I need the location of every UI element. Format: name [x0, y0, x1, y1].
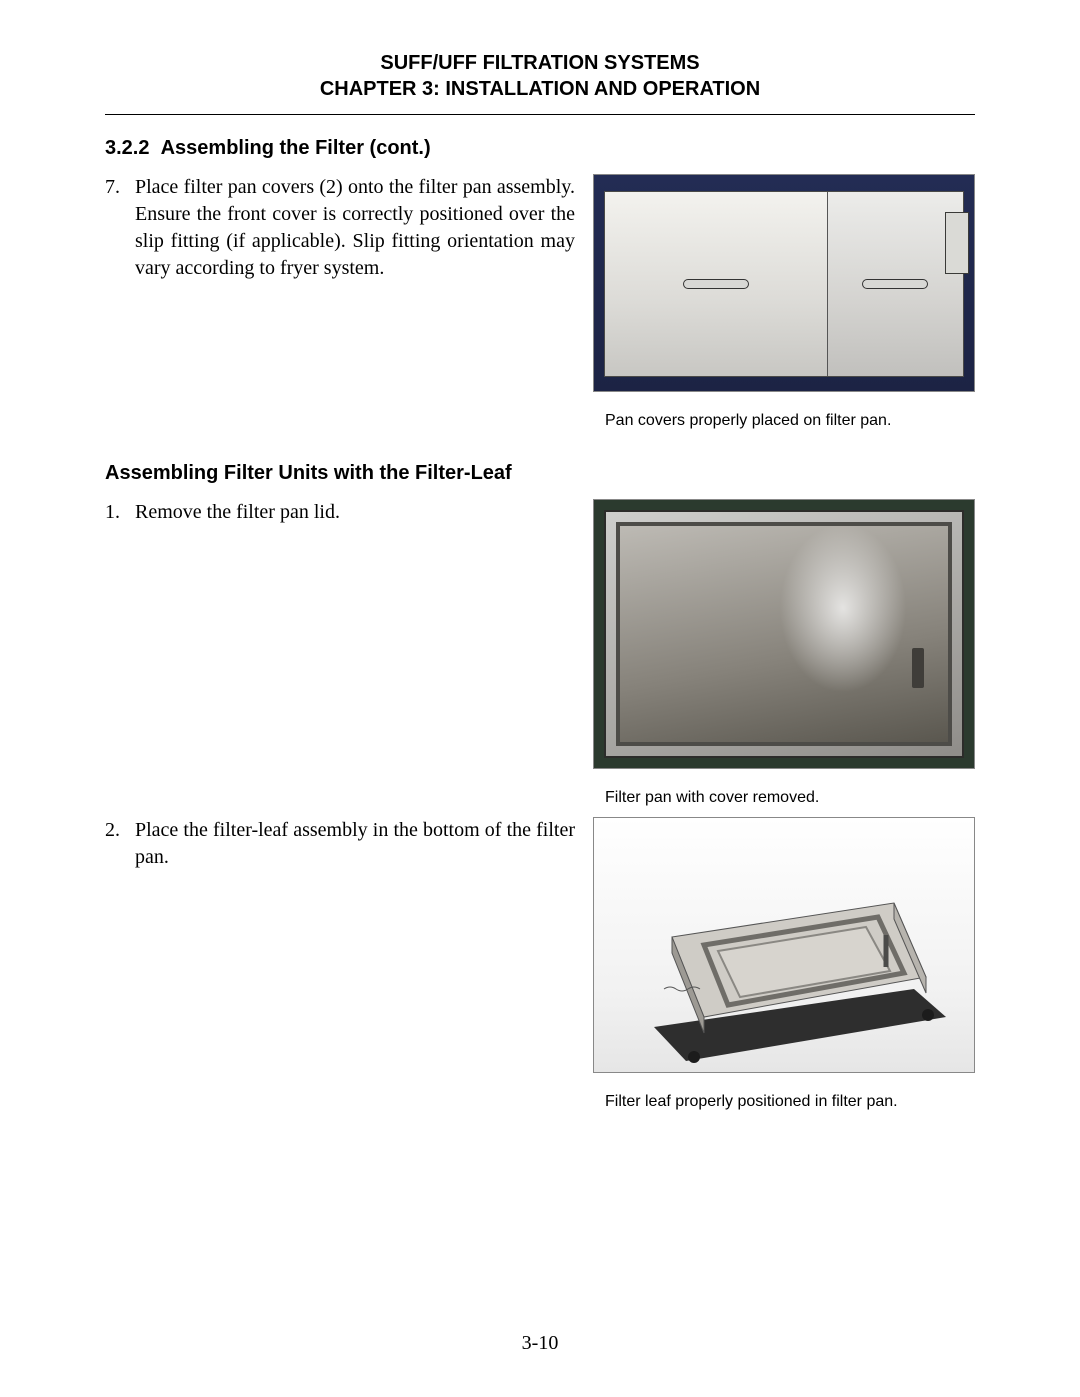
figure-filter-leaf — [593, 817, 975, 1073]
step-text-col: 7. Place filter pan covers (2) onto the … — [105, 174, 575, 282]
figure-pan-open — [593, 499, 975, 769]
step-row: 7. Place filter pan covers (2) onto the … — [105, 174, 975, 430]
step-number: 7. — [105, 174, 127, 282]
filter-pan-tray — [604, 191, 964, 377]
step-text: Remove the filter pan lid. — [135, 499, 340, 526]
step-number: 1. — [105, 499, 127, 526]
step-item: 7. Place filter pan covers (2) onto the … — [105, 174, 575, 282]
figure-caption: Pan covers properly placed on filter pan… — [605, 412, 891, 430]
pan-inner — [616, 522, 952, 746]
step-number: 2. — [105, 817, 127, 871]
header-rule — [105, 114, 975, 115]
figure-caption: Filter leaf properly positioned in filte… — [605, 1093, 898, 1111]
slip-fitting-notch — [945, 212, 969, 274]
step-text-col: 1. Remove the filter pan lid. — [105, 499, 575, 526]
figure-col: Filter leaf properly positioned in filte… — [593, 817, 975, 1111]
step-item: 1. Remove the filter pan lid. — [105, 499, 575, 526]
handle-icon — [683, 279, 749, 289]
figure-col: Pan covers properly placed on filter pan… — [593, 174, 975, 430]
section-title: Assembling the Filter (cont.) — [161, 137, 431, 159]
figure-pan-covers — [593, 174, 975, 392]
step-text-col: 2. Place the filter-leaf assembly in the… — [105, 817, 575, 871]
page-number: 3-10 — [0, 1332, 1080, 1355]
document-page: SUFF/UFF FILTRATION SYSTEMS CHAPTER 3: I… — [0, 0, 1080, 1397]
section-heading: 3.2.2 Assembling the Filter (cont.) — [105, 137, 975, 160]
doc-header-line1: SUFF/UFF FILTRATION SYSTEMS — [105, 50, 975, 76]
filter-leaf-illustration — [594, 817, 974, 1073]
section-number: 3.2.2 — [105, 137, 149, 159]
figure-caption: Filter pan with cover removed. — [605, 789, 819, 807]
pan-cover-right — [828, 192, 963, 376]
step-text: Place filter pan covers (2) onto the fil… — [135, 174, 575, 282]
figure-col: Filter pan with cover removed. — [593, 499, 975, 807]
doc-header: SUFF/UFF FILTRATION SYSTEMS CHAPTER 3: I… — [105, 50, 975, 102]
pan-post — [912, 648, 924, 688]
step-row: 2. Place the filter-leaf assembly in the… — [105, 817, 975, 1111]
handle-icon — [862, 279, 928, 289]
doc-header-line2: CHAPTER 3: INSTALLATION AND OPERATION — [105, 76, 975, 102]
step-item: 2. Place the filter-leaf assembly in the… — [105, 817, 575, 871]
step-text: Place the filter-leaf assembly in the bo… — [135, 817, 575, 871]
step-row: 1. Remove the filter pan lid. Filter pan… — [105, 499, 975, 807]
subsection-heading: Assembling Filter Units with the Filter-… — [105, 462, 975, 485]
pan-cover-left — [605, 192, 828, 376]
pan-outer — [604, 510, 964, 758]
